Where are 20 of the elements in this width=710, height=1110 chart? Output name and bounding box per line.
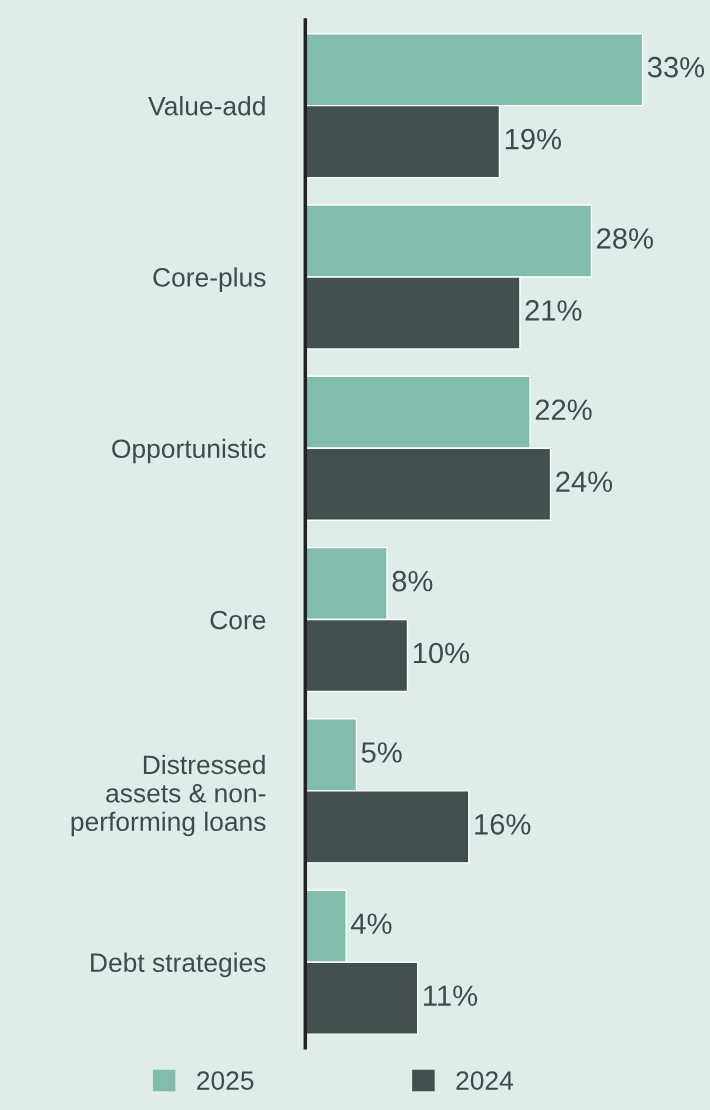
data-label: 28% [597, 228, 653, 249]
data-label: 19% [505, 128, 561, 150]
legend-label: 2025 [197, 1071, 254, 1090]
y-tick-label: Value-add [148, 96, 265, 116]
legend-label: 2024 [456, 1071, 514, 1090]
y-tick-label: Core-plus [153, 267, 266, 292]
data-label: 10% [413, 642, 469, 664]
data-label: 24% [556, 471, 613, 492]
data-label: 22% [535, 399, 592, 420]
data-label: 33% [647, 56, 705, 78]
data-label: 4% [351, 913, 392, 934]
data-label: 21% [525, 300, 582, 321]
y-tick-label: Opportunistic [112, 438, 266, 464]
y-tick-label: Distressed assets & non- performing loans [71, 754, 266, 837]
data-label: 5% [361, 742, 402, 763]
data-label: 11% [424, 985, 478, 1006]
y-tick-label: Debt strategies [91, 952, 266, 978]
y-tick-label: Core [210, 610, 266, 630]
data-label: 16% [475, 814, 531, 835]
data-label: 8% [392, 570, 433, 592]
